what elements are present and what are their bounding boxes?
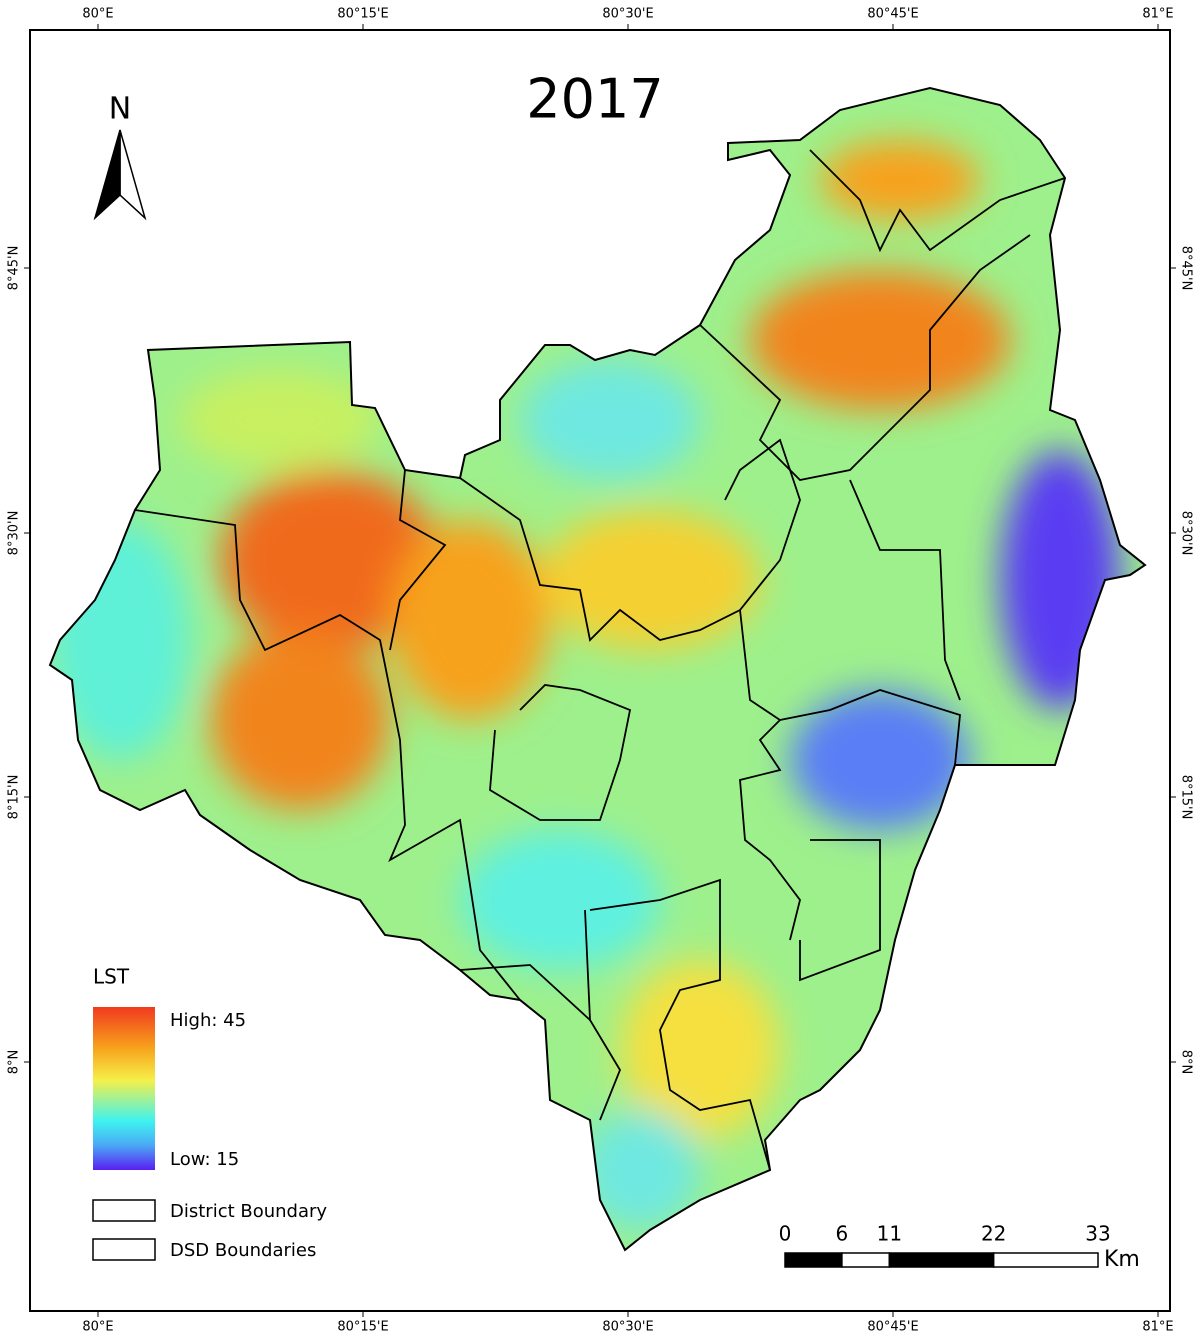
latitude-label: 8°15'N xyxy=(1179,775,1194,820)
map-title: 2017 xyxy=(526,68,663,131)
north-label: N xyxy=(109,92,131,127)
legend-title: LST xyxy=(93,965,130,989)
longitude-label: 80°15'E xyxy=(337,7,388,22)
longitude-label: 81°E xyxy=(1142,7,1173,22)
dsd-boundaries xyxy=(134,149,1066,1171)
longitude-label: 80°45'E xyxy=(867,1320,918,1335)
latitude-label: 8°45'N xyxy=(1179,246,1194,291)
longitude-label: 81°E xyxy=(1142,1320,1173,1335)
latitude-label: 8°30'N xyxy=(1179,511,1194,556)
legend-item: District Boundary xyxy=(170,1201,327,1222)
scale-segment xyxy=(841,1252,891,1268)
latitude-label: 8°30'N xyxy=(7,511,22,556)
legend-swatch xyxy=(92,1199,156,1222)
legend-low: Low: 15 xyxy=(170,1149,239,1170)
scale-label: 22 xyxy=(981,1222,1006,1246)
latitude-label: 8°N xyxy=(7,1050,22,1075)
latitude-label: 8°15'N xyxy=(7,775,22,820)
north-arrow: N xyxy=(93,92,147,221)
legend-item: DSD Boundaries xyxy=(170,1240,316,1261)
latitude-label: 8°45'N xyxy=(7,246,22,291)
longitude-label: 80°15'E xyxy=(337,1320,388,1335)
longitude-label: 80°45'E xyxy=(867,7,918,22)
scale-label: 0 xyxy=(779,1222,792,1246)
scale-segment xyxy=(888,1252,995,1268)
longitude-label: 80°E xyxy=(82,1320,113,1335)
scale-segment xyxy=(784,1252,843,1268)
legend-ramp xyxy=(93,1007,155,1170)
scale-segment xyxy=(992,1252,1099,1268)
scale-label: 11 xyxy=(877,1222,902,1246)
legend-high: High: 45 xyxy=(170,1010,246,1031)
scale-label: 33 xyxy=(1085,1222,1110,1246)
longitude-label: 80°E xyxy=(82,7,113,22)
latitude-label: 8°N xyxy=(1179,1050,1194,1075)
longitude-label: 80°30'E xyxy=(602,7,653,22)
scale-unit: Km xyxy=(1104,1247,1140,1272)
legend-swatch xyxy=(92,1238,156,1261)
longitude-label: 80°30'E xyxy=(602,1320,653,1335)
scale-label: 6 xyxy=(836,1222,849,1246)
